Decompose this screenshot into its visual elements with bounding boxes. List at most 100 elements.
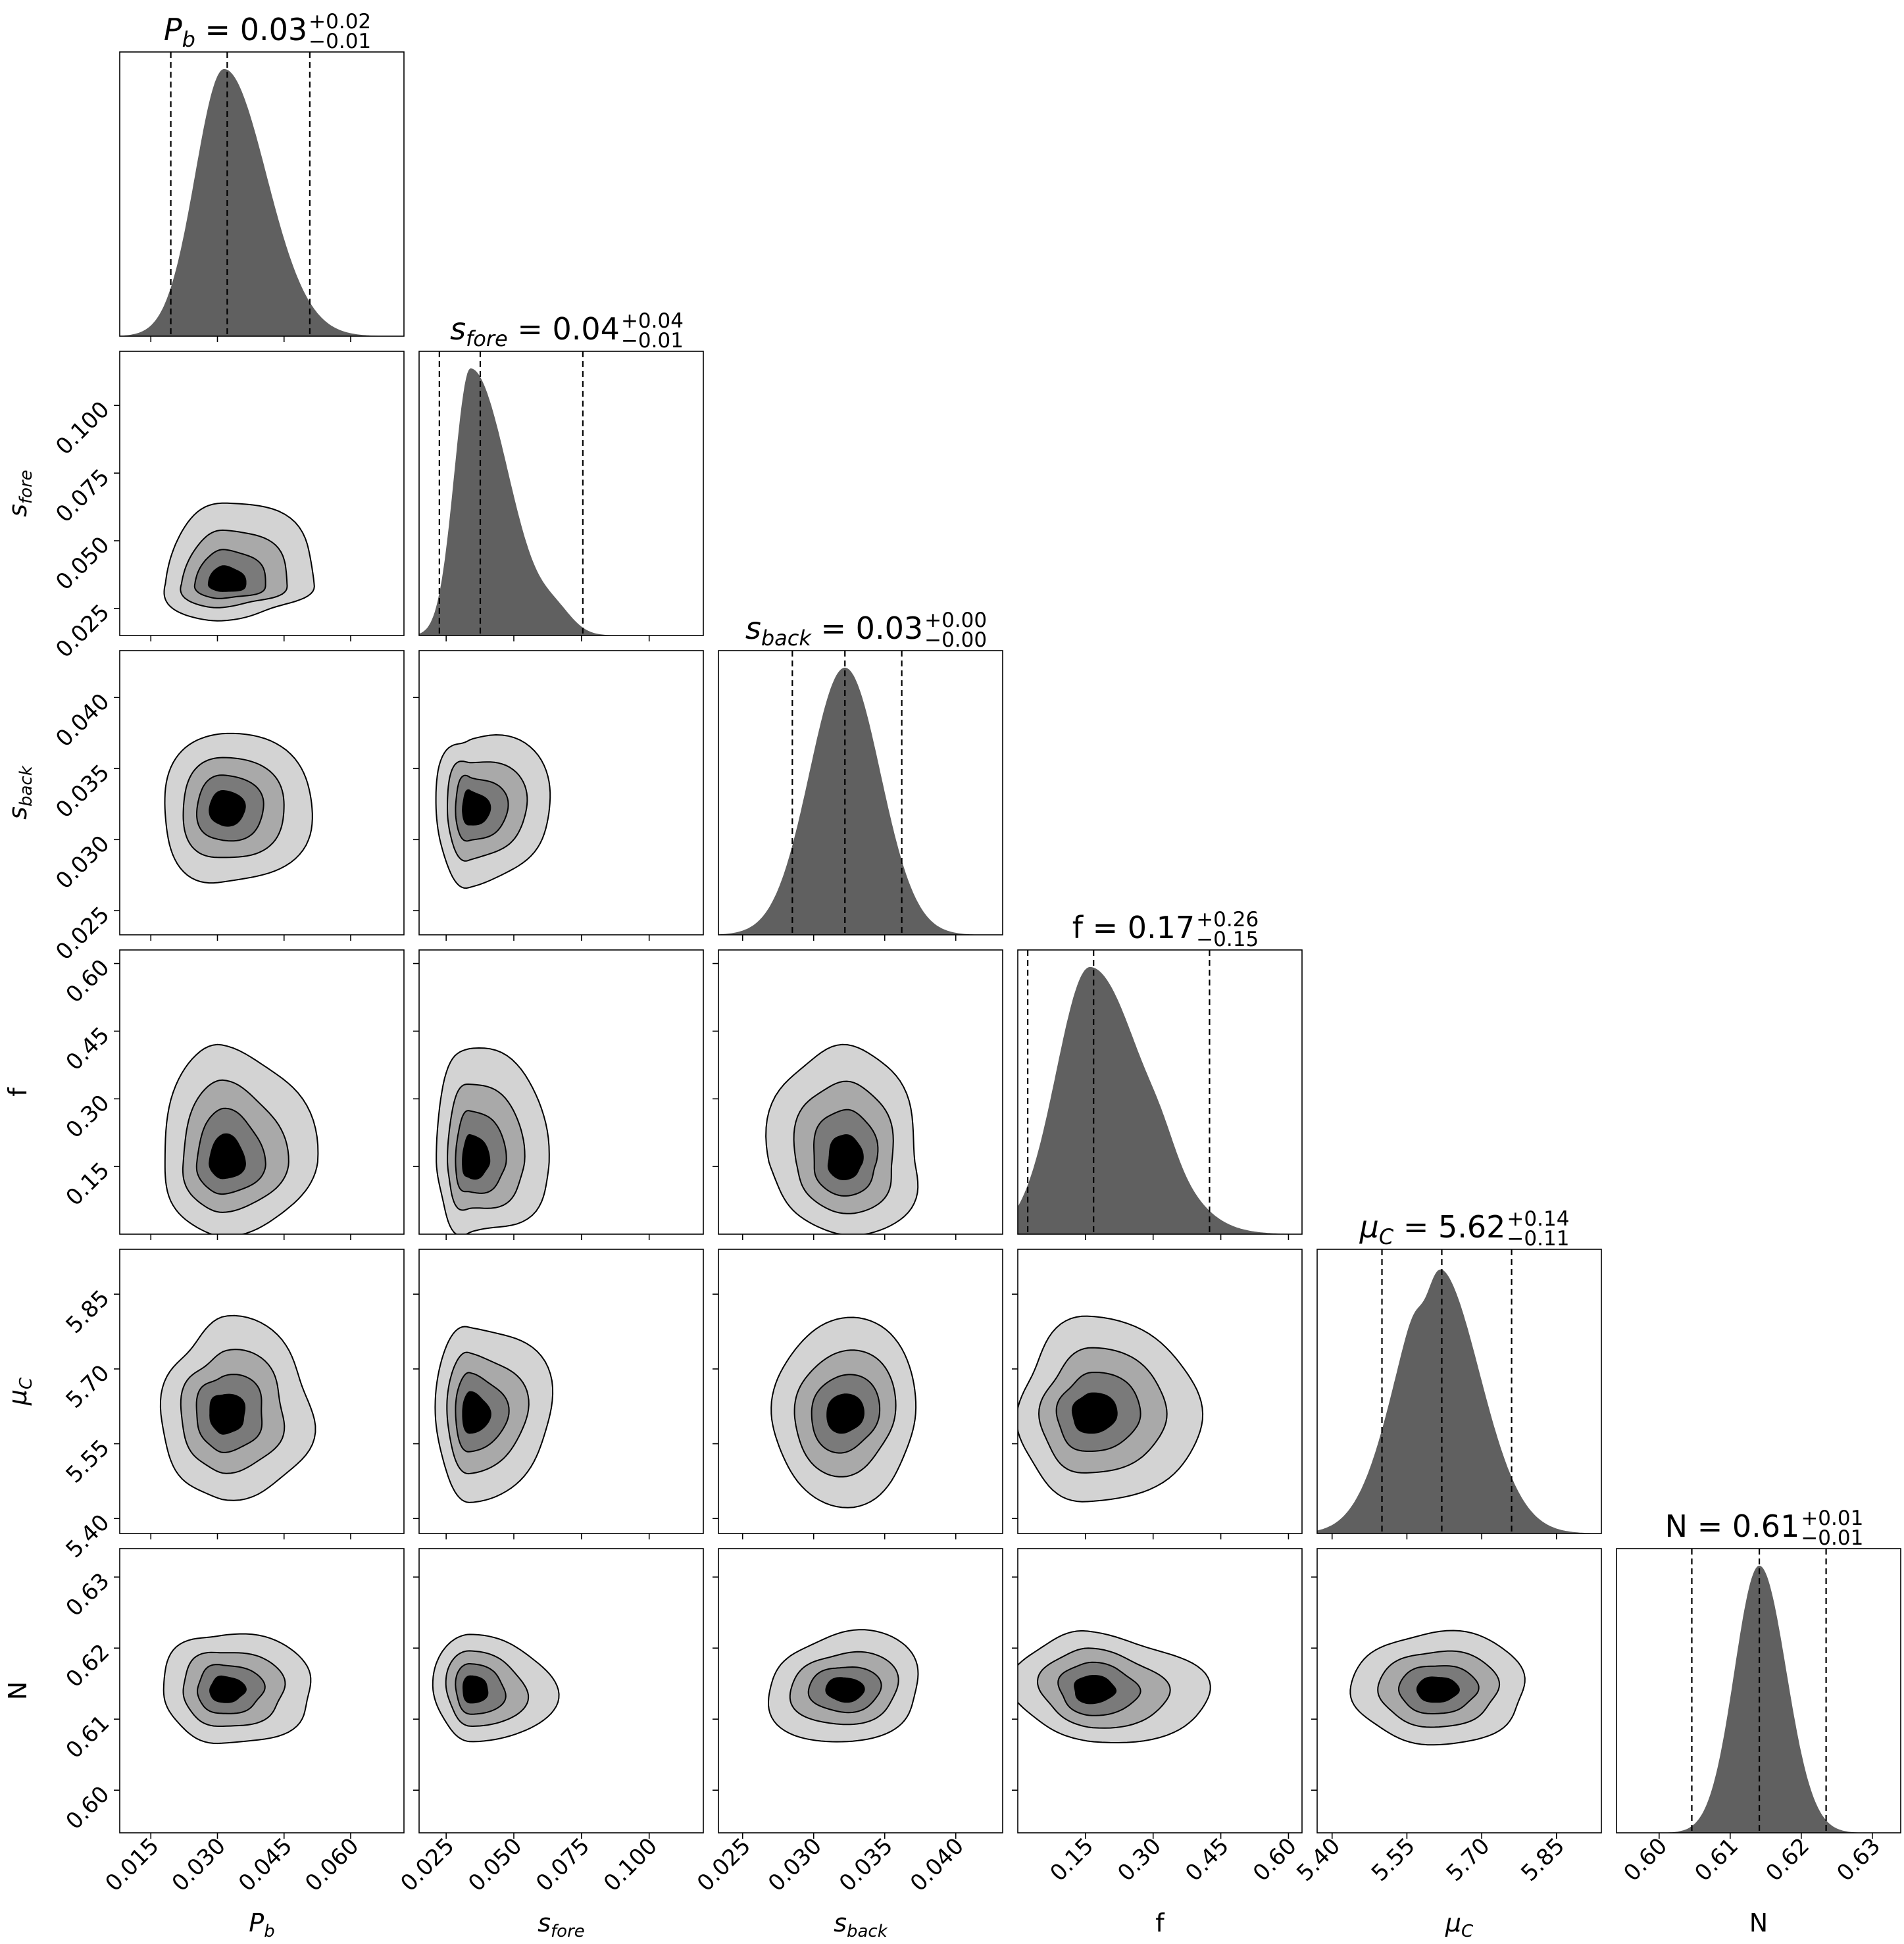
- panel-frame: [119, 949, 405, 1235]
- x-axis-label-Pb: Pb: [249, 1908, 274, 1941]
- contour-level-3: [209, 1675, 247, 1703]
- x-tick-label-muC: 5.85: [1516, 1833, 1570, 1887]
- histogram-fill-Pb: [120, 69, 404, 336]
- contour-level-3: [209, 1393, 246, 1435]
- x-tick-label-N: 0.60: [1618, 1833, 1672, 1887]
- contour-level-3: [462, 789, 491, 826]
- y-tick-label-N: 0.60: [61, 1781, 115, 1835]
- panel-frame: [1316, 1548, 1602, 1833]
- contour-panel-f-vs-Pb: [119, 949, 405, 1235]
- y-tick-label-sback: 0.030: [51, 830, 114, 894]
- title-plus-Pb: +0.02: [309, 10, 371, 34]
- x-axis-label-sback: sback: [834, 1908, 888, 1941]
- title-sback: sback = 0.03: [745, 611, 923, 651]
- x-tick-label-sback: 0.025: [692, 1833, 756, 1897]
- panel-frame: [418, 650, 704, 935]
- x-tick-label-N: 0.63: [1832, 1833, 1886, 1887]
- y-tick-label-sfore: 0.050: [51, 532, 114, 595]
- y-axis-label-sfore: sfore: [3, 470, 36, 517]
- contour-panel-f-vs-sfore: [418, 949, 704, 1235]
- x-tick-label-N: 0.62: [1761, 1833, 1815, 1887]
- histogram-sback: sback = 0.03 +0.00−0.00: [718, 609, 1003, 935]
- y-axis-label-sback: sback: [3, 765, 36, 820]
- contour-level-3: [463, 1675, 489, 1704]
- x-axis-label-muC: μC: [1445, 1908, 1474, 1941]
- panel-frame: [718, 1249, 1003, 1534]
- contour-panel-f-vs-sback: [718, 949, 1003, 1235]
- contour-panel-sback-vs-Pb: [119, 650, 405, 935]
- title-plus-N: +0.01: [1801, 1507, 1863, 1530]
- title-f: f = 0.17: [1072, 910, 1195, 945]
- y-tick-label-sback: 0.040: [51, 688, 114, 752]
- contour-level-3: [826, 1393, 864, 1434]
- y-tick-label-muC: 5.40: [61, 1509, 115, 1563]
- x-tick-label-sfore: 0.075: [531, 1833, 595, 1897]
- contour-panel-sfore-vs-Pb: [119, 351, 405, 636]
- histogram-muC: μC = 5.62 +0.14−0.11: [1316, 1207, 1602, 1534]
- x-axis-label-sfore: sfore: [538, 1908, 585, 1941]
- x-tick-label-sback: 0.035: [834, 1833, 898, 1897]
- title-minus-Pb: −0.01: [309, 30, 371, 53]
- histogram-N: N = 0.61 +0.01−0.01: [1616, 1507, 1901, 1833]
- x-tick-label-muC: 5.70: [1441, 1833, 1495, 1887]
- y-tick-label-f: 0.30: [61, 1089, 115, 1143]
- histogram-sfore: sfore = 0.04 +0.04−0.01: [418, 309, 704, 636]
- x-axis-label-N: N: [1749, 1908, 1768, 1937]
- y-tick-label-N: 0.63: [61, 1568, 115, 1622]
- histogram-fill-sback: [718, 667, 1003, 935]
- panel-frame-f: [1017, 949, 1303, 1235]
- panel-frame-N: [1616, 1548, 1901, 1833]
- contour-level-3: [209, 1133, 246, 1180]
- panel-frame: [718, 1548, 1003, 1833]
- x-tick-label-Pb: 0.060: [300, 1833, 364, 1897]
- title-plus-sfore: +0.04: [621, 309, 684, 333]
- contour-panel-muC-vs-Pb: [119, 1249, 405, 1534]
- contour-level-3: [825, 1677, 865, 1703]
- contour-level-3: [1071, 1392, 1118, 1434]
- panel-frame: [418, 949, 704, 1235]
- panel-frame: [718, 949, 1003, 1235]
- y-tick-label-N: 0.61: [61, 1710, 115, 1764]
- panel-frame: [418, 1548, 704, 1833]
- panel-frame-sfore: [418, 351, 704, 636]
- title-plus-f: +0.26: [1196, 908, 1259, 932]
- x-tick-label-N: 0.61: [1690, 1833, 1743, 1887]
- contour-level-3: [827, 1134, 864, 1180]
- x-tick-label-Pb: 0.045: [234, 1833, 297, 1897]
- y-tick-label-f: 0.15: [61, 1157, 115, 1211]
- x-tick-label-sback: 0.040: [905, 1833, 969, 1897]
- panel-frame: [418, 1249, 704, 1534]
- histogram-fill-f: [1018, 966, 1302, 1234]
- x-tick-label-sback: 0.030: [763, 1833, 827, 1897]
- panel-frame: [119, 351, 405, 636]
- x-tick-label-f: 0.60: [1248, 1833, 1302, 1887]
- contour-panel-N-vs-f: [1017, 1548, 1303, 1833]
- contour-panel-muC-vs-sfore: [418, 1249, 704, 1534]
- y-tick-label-sfore: 0.100: [51, 396, 114, 460]
- x-tick-label-f: 0.30: [1113, 1833, 1166, 1887]
- x-tick-label-muC: 5.55: [1366, 1833, 1420, 1887]
- y-tick-label-N: 0.62: [61, 1639, 115, 1693]
- title-sfore: sfore = 0.04: [450, 311, 620, 351]
- x-tick-label-muC: 5.40: [1291, 1833, 1345, 1887]
- y-axis-label-N: N: [3, 1682, 32, 1700]
- x-tick-label-Pb: 0.030: [167, 1833, 231, 1897]
- title-N: N = 0.61: [1665, 1508, 1800, 1544]
- x-axis-label-f: f: [1155, 1908, 1165, 1937]
- title-Pb: Pb = 0.03: [164, 12, 307, 52]
- panel-frame-sback: [718, 650, 1003, 935]
- y-tick-label-sfore: 0.075: [51, 464, 114, 528]
- title-plus-sback: +0.00: [924, 609, 987, 632]
- histogram-fill-muC: [1317, 1269, 1601, 1533]
- x-tick-label-sfore: 0.100: [599, 1833, 663, 1897]
- panel-frame: [1017, 1548, 1303, 1833]
- title-minus-sfore: −0.01: [621, 329, 684, 353]
- panel-frame-muC: [1316, 1249, 1602, 1534]
- contour-panel-N-vs-sback: [718, 1548, 1003, 1833]
- title-muC: μC = 5.62: [1359, 1209, 1506, 1249]
- y-tick-label-muC: 5.55: [61, 1435, 115, 1489]
- histogram-f: f = 0.17 +0.26−0.15: [1017, 908, 1303, 1235]
- contour-level-3: [207, 565, 247, 592]
- contour-level-3: [462, 1134, 491, 1180]
